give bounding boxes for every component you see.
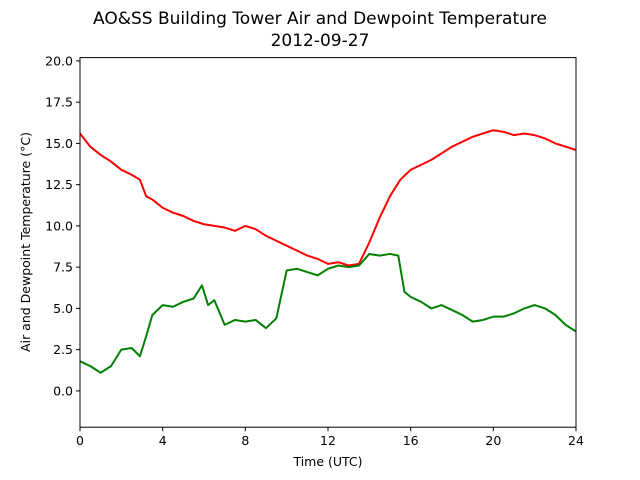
series-line-2 xyxy=(79,252,577,374)
x-tick-label: 20 xyxy=(485,433,501,448)
x-tick-label: 16 xyxy=(403,433,419,448)
series-line-1 xyxy=(79,129,577,267)
x-tick-label: 12 xyxy=(320,433,336,448)
y-tick-label: 17.5 xyxy=(45,95,73,110)
y-tick-label: 0.0 xyxy=(53,383,73,398)
y-tick-label: 2.5 xyxy=(53,342,73,357)
x-axis-label: Time (UTC) xyxy=(292,454,362,469)
chart-subtitle: 2012-09-27 xyxy=(271,31,370,51)
x-tick-label: 0 xyxy=(76,433,84,448)
x-tick-label: 4 xyxy=(159,433,167,448)
y-tick-label: 15.0 xyxy=(45,136,73,151)
x-tick-label: 8 xyxy=(241,433,249,448)
plot-frame xyxy=(79,57,577,428)
x-tick-label: 24 xyxy=(568,433,584,448)
y-tick-label: 12.5 xyxy=(45,177,73,192)
y-tick-label: 7.5 xyxy=(53,260,73,275)
x-axis: 0 4 8 12 16 20 24 xyxy=(76,427,584,448)
y-axis: 0.0 2.5 5.0 7.5 10.0 12.5 15.0 17.5 20.0 xyxy=(45,53,80,398)
y-tick-label: 10.0 xyxy=(45,218,73,233)
y-tick-label: 5.0 xyxy=(53,301,73,316)
y-axis-label: Air and Dewpoint Temperature (°C) xyxy=(18,132,33,352)
chart-title: AO&SS Building Tower Air and Dewpoint Te… xyxy=(93,9,547,29)
series-layer xyxy=(79,129,577,374)
y-tick-label: 20.0 xyxy=(45,53,73,68)
